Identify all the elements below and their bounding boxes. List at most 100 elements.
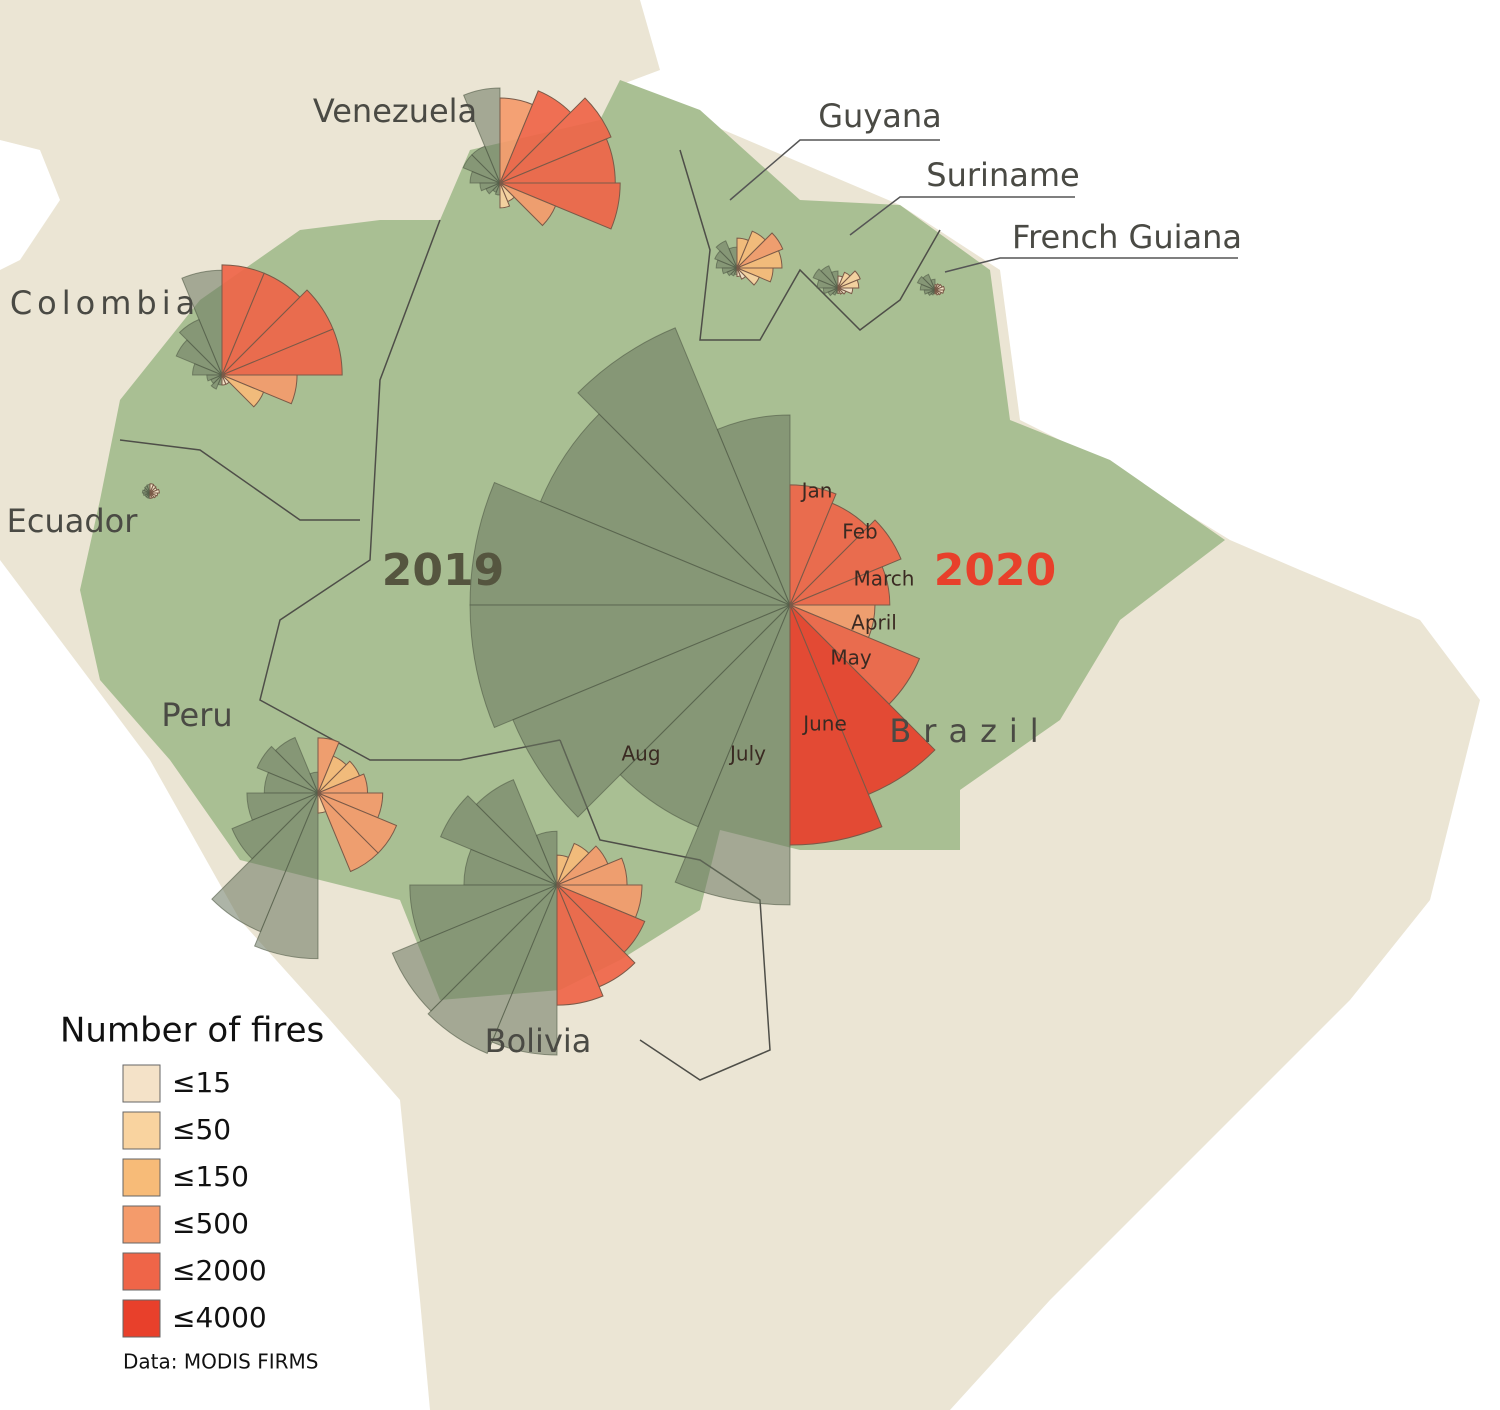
- month-label: April: [851, 611, 897, 635]
- wedge-2019: [577, 327, 791, 606]
- wedge-2019: [178, 318, 223, 376]
- wedge-2019: [439, 795, 558, 886]
- legend-label: ≤150: [172, 1160, 249, 1193]
- country-label: French Guiana: [1012, 218, 1242, 256]
- wedge-2020: [221, 328, 343, 376]
- wedge-2019: [919, 283, 936, 291]
- wedge-2019: [469, 481, 791, 606]
- legend-swatch: [122, 1158, 161, 1197]
- country-label: Ecuador: [7, 502, 139, 540]
- legend-label: ≤15: [172, 1066, 231, 1099]
- wedge-2020: [789, 566, 891, 606]
- month-label: May: [830, 646, 872, 670]
- wedge-2019: [253, 792, 319, 960]
- wedge-2020: [221, 374, 298, 405]
- year-label: 2019: [382, 545, 504, 596]
- wedge-2020: [499, 182, 621, 230]
- source: Data: MODIS FIRMS: [123, 1350, 318, 1374]
- country-label: Suriname: [926, 156, 1079, 194]
- wedge-2019: [491, 884, 558, 1056]
- wedge-2020: [221, 374, 227, 386]
- wedge-2020: [149, 488, 160, 494]
- wedge-2020: [736, 250, 783, 269]
- wedge-2019: [674, 604, 791, 906]
- country-label: Colombia: [10, 284, 200, 322]
- pacific-ocean-north: [0, 140, 60, 270]
- wedge-2019: [462, 87, 501, 184]
- wedge-2019: [812, 268, 839, 289]
- legend-label: ≤50: [172, 1113, 231, 1146]
- leader-line: [944, 257, 1238, 273]
- wedge-2020: [736, 232, 784, 269]
- wedge-2020: [934, 289, 938, 295]
- wedge-2019: [715, 259, 738, 269]
- legend-swatch: [122, 1111, 161, 1150]
- leader-line: [849, 196, 1075, 236]
- wedge-2020: [736, 267, 760, 286]
- wedge-2019: [141, 489, 151, 494]
- wedge-2020: [789, 519, 902, 606]
- wedge-2019: [210, 374, 223, 390]
- wedge-2020: [317, 792, 379, 873]
- border: [259, 219, 561, 761]
- wedge-2019: [256, 745, 319, 794]
- wedge-2019: [714, 250, 738, 269]
- leader-line: [729, 139, 940, 201]
- wedge-2020: [789, 604, 883, 846]
- month-label: July: [728, 742, 766, 766]
- legend-swatch: [122, 1205, 161, 1244]
- country-label: Guyana: [818, 97, 942, 135]
- legend-title: Number of fires: [60, 1011, 324, 1051]
- legend-swatch: [122, 1064, 161, 1103]
- year-label: 2020: [934, 545, 1056, 596]
- pacific-ocean: [0, 560, 430, 1410]
- wedge-2020: [934, 285, 945, 291]
- country-label: Peru: [161, 696, 232, 734]
- border: [679, 149, 941, 341]
- legend-label: ≤500: [172, 1207, 249, 1240]
- wedge-2020: [499, 97, 612, 184]
- wedge-2019: [175, 339, 223, 376]
- wedge-2019: [916, 275, 936, 291]
- wedge-2020: [789, 484, 837, 606]
- wedge-2020: [837, 270, 861, 289]
- wedge-2019: [816, 279, 839, 289]
- wedge-2020: [837, 279, 860, 289]
- country-label: Brazil: [889, 712, 1050, 750]
- month-label: Jan: [800, 479, 833, 503]
- wedge-2019: [192, 363, 223, 376]
- wedge-2020: [736, 267, 741, 277]
- wedge-2019: [469, 170, 501, 184]
- legend-label: ≤2000: [172, 1254, 267, 1287]
- wedge-2019: [831, 287, 839, 296]
- wedge-2020: [837, 287, 841, 294]
- atlantic-ocean: [620, 0, 1500, 1410]
- wedge-2019: [462, 154, 501, 184]
- country-label: Bolivia: [485, 1022, 592, 1060]
- month-label: June: [801, 712, 847, 736]
- wedge-2019: [485, 182, 501, 195]
- wedge-2020: [149, 492, 153, 499]
- wedge-2019: [427, 884, 558, 1055]
- wedge-2019: [512, 604, 791, 818]
- legend-swatch: [122, 1252, 161, 1291]
- roses: [141, 87, 945, 1056]
- legend-swatch: [122, 1299, 161, 1338]
- legend-label: ≤4000: [172, 1301, 267, 1334]
- wedge-2020: [556, 884, 604, 1006]
- wedge-2019: [469, 604, 791, 729]
- wedge-2020: [221, 374, 265, 408]
- wedge-2019: [730, 267, 738, 277]
- wedge-2020: [499, 182, 511, 209]
- month-label: March: [854, 567, 915, 591]
- wedge-2020: [736, 267, 747, 280]
- wedge-2020: [317, 792, 327, 814]
- wedge-2020: [499, 182, 557, 227]
- labels: Venezuela Colombia Ecuador Peru Bolivia Brazi…: [7, 92, 1242, 1060]
- wedge-2019: [715, 240, 738, 269]
- border: [119, 439, 360, 521]
- month-label: Feb: [842, 520, 877, 544]
- country-label: Venezuela: [313, 92, 477, 130]
- month-label: Aug: [621, 742, 660, 766]
